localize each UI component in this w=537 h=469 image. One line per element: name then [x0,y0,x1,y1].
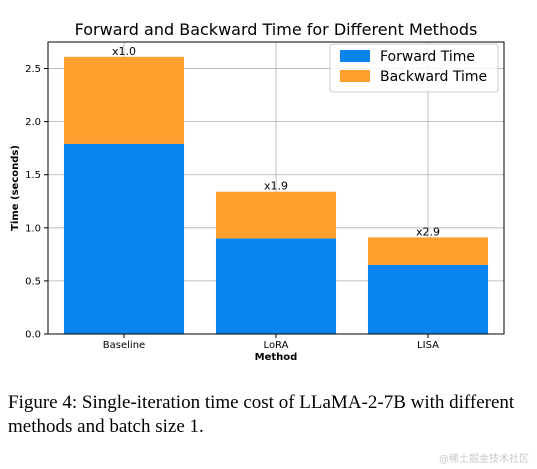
bar-backward-lora [215,191,337,239]
bar-backward-baseline [63,56,185,144]
x-tick-label: LISA [417,340,439,351]
x-ticks: Baseline LoRA LISA [103,334,439,351]
y-tick-label: 1.0 [25,223,41,234]
legend-swatch-backward [340,70,370,82]
speedup-annotation: x2.9 [416,225,440,238]
watermark: @稀土掘金技术社区 [439,454,529,465]
x-axis-label: Method [255,352,298,363]
legend-swatch-forward [340,50,370,62]
legend-label-backward: Backward Time [380,69,487,85]
bars [63,56,489,334]
annotations: x1.0 x1.9 x2.9 [112,45,440,239]
y-tick-label: 0.5 [25,276,41,287]
y-tick-label: 1.5 [25,170,41,181]
x-tick-label: Baseline [103,340,145,351]
y-tick-label: 2.5 [25,64,41,75]
bar-forward-baseline [63,143,185,334]
bar-forward-lisa [367,264,489,334]
legend-frame [329,43,499,93]
chart-title: Forward and Backward Time for Different … [75,20,478,39]
y-ticks: 0.0 0.5 1.0 1.5 2.0 2.5 [25,64,48,341]
legend: Forward Time Backward Time [329,43,499,93]
legend-label-forward: Forward Time [380,49,475,65]
speedup-annotation: x1.0 [112,45,136,58]
y-axis-label: Time (seconds) [10,145,21,231]
speedup-annotation: x1.9 [264,180,288,193]
y-tick-label: 0.0 [25,330,41,341]
x-tick-label: LoRA [264,340,289,351]
figure-caption: Figure 4: Single-iteration time cost of … [8,392,515,437]
bar-backward-lisa [367,237,489,265]
y-tick-label: 2.0 [25,117,41,128]
bar-forward-lora [215,238,337,334]
